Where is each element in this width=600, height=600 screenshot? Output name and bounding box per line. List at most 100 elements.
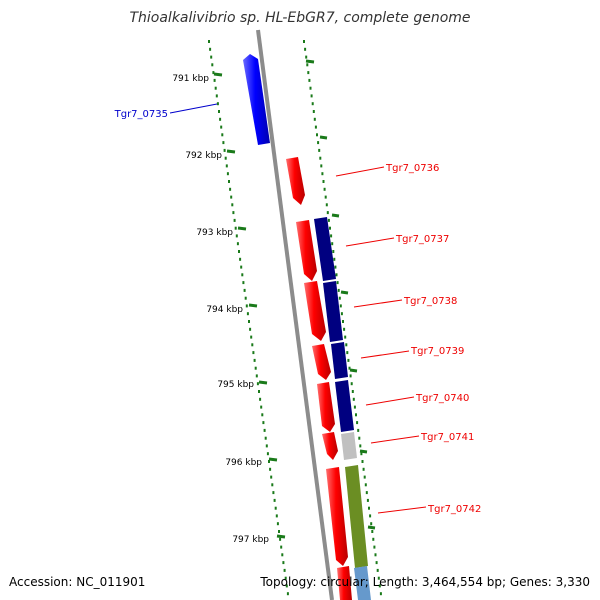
ruler-dot: [242, 281, 245, 285]
ruler-dot: [330, 234, 333, 238]
ruler-dot: [346, 351, 349, 355]
gene-tgr7-0735[interactable]: [243, 54, 270, 145]
ruler-dot: [317, 141, 320, 145]
ruler-dot: [333, 257, 336, 261]
callout-tgr7-0739[interactable]: Tgr7_0739: [360, 346, 464, 359]
ruler-dot: [283, 568, 286, 572]
cog-bar-next: [354, 566, 371, 600]
ruler-dot: [310, 94, 313, 98]
ruler-dot: [273, 498, 276, 502]
ruler-dot: [248, 320, 250, 323]
ruler-dot: [361, 460, 364, 463]
ruler-dot: [350, 382, 353, 386]
callout-tgr7-0740[interactable]: Tgr7_0740: [365, 393, 469, 406]
ruler-dot: [340, 312, 343, 316]
ruler-dot: [348, 366, 351, 370]
callout-label-0742: Tgr7_0742: [427, 504, 481, 515]
ruler-dot: [215, 94, 218, 98]
ruler-dot: [218, 110, 220, 113]
ruler-dot: [325, 203, 328, 207]
ruler-dot: [271, 483, 274, 487]
ruler-dot: [335, 273, 338, 277]
gene-tgr7-0738[interactable]: [304, 281, 326, 341]
ruler-dot: [368, 506, 370, 510]
tick-792: 792 kbp: [185, 149, 236, 161]
ruler-dot: [313, 117, 316, 121]
ruler-dot: [263, 428, 266, 432]
callout-label-0739: Tgr7_0739: [410, 346, 464, 357]
ruler-dot: [236, 242, 239, 246]
ruler-dot: [259, 397, 262, 401]
tick-791: 791 kbp: [172, 72, 223, 84]
ruler-dot: [318, 148, 321, 152]
ruler-dot: [228, 180, 230, 183]
ruler-dot: [261, 413, 264, 417]
ruler-dot: [329, 226, 331, 230]
ruler-dot: [344, 335, 347, 339]
ruler-dot: [351, 390, 354, 393]
callout-label-0740: Tgr7_0740: [415, 393, 469, 404]
ruler-dot: [262, 421, 265, 425]
ruler-dot: [372, 537, 375, 541]
ruler-dot: [210, 55, 213, 59]
ruler-dot: [332, 250, 335, 253]
ruler-dot: [374, 553, 377, 557]
gene-tgr7-0741[interactable]: [322, 432, 338, 460]
ruler-dot: [331, 242, 334, 246]
callout-tgr7-0736[interactable]: Tgr7_0736: [335, 163, 439, 177]
cog-bar-0737: [314, 217, 336, 281]
ruler-dot: [364, 483, 367, 487]
gene-next-red: [337, 566, 352, 600]
ruler-dot: [314, 125, 317, 129]
ruler-dot: [250, 335, 253, 339]
ruler-dot: [230, 195, 233, 199]
ruler-dot: [371, 530, 374, 533]
ruler-dot: [345, 343, 348, 347]
ruler-dot: [379, 592, 382, 596]
tick-label-795: 795 kbp: [217, 380, 254, 390]
gene-tgr7-0736[interactable]: [286, 157, 305, 205]
ruler-dot: [224, 156, 227, 160]
gene-tgr7-0739[interactable]: [312, 344, 331, 380]
ruler-dot: [209, 47, 212, 51]
cog-bar-0741: [341, 432, 357, 460]
ruler-dot: [243, 288, 246, 292]
callout-tgr7-0738[interactable]: Tgr7_0738: [353, 296, 457, 308]
ruler-dot: [254, 366, 257, 370]
ruler-dot: [319, 156, 322, 160]
ruler-dot: [265, 444, 268, 448]
ruler-dot: [208, 40, 210, 43]
cog-bar-0742: [345, 465, 368, 568]
ruler-dot: [235, 234, 238, 238]
ruler-dot: [221, 133, 224, 137]
ruler-dot: [256, 382, 259, 386]
ruler-dot: [238, 250, 240, 253]
gene-tgr7-0742[interactable]: [326, 467, 348, 566]
ruler-dot: [239, 257, 242, 261]
ruler-dot: [373, 545, 376, 549]
tick-label-794: 794 kbp: [206, 305, 243, 315]
tick-794: 794 kbp: [206, 303, 258, 315]
ruler-dot: [220, 125, 223, 129]
ruler-dot: [255, 374, 258, 378]
ruler-dot: [307, 71, 310, 75]
ruler-dot: [232, 211, 235, 215]
ruler-dot: [376, 568, 379, 572]
ruler-dot: [219, 117, 222, 121]
callout-tgr7-0742[interactable]: Tgr7_0742: [377, 504, 481, 515]
callout-tgr7-0735[interactable]: Tgr7_0735: [114, 103, 218, 120]
tick-795: 795 kbp: [217, 380, 268, 390]
gene-tgr7-0737[interactable]: [296, 220, 317, 281]
ruler-dot: [320, 164, 323, 168]
gene-tgr7-0740[interactable]: [317, 382, 335, 432]
callout-tgr7-0741[interactable]: Tgr7_0741: [370, 432, 474, 444]
ruler-dot: [280, 545, 283, 549]
ruler-dot: [212, 71, 215, 75]
ruler-dot: [231, 203, 234, 207]
callout-tgr7-0737[interactable]: Tgr7_0737: [345, 234, 449, 247]
ruler-dot: [322, 180, 325, 183]
ruler-dot: [269, 467, 272, 471]
ruler-dot: [233, 218, 236, 222]
ruler-dot: [357, 428, 360, 432]
tick-793: 793 kbp: [196, 226, 247, 238]
